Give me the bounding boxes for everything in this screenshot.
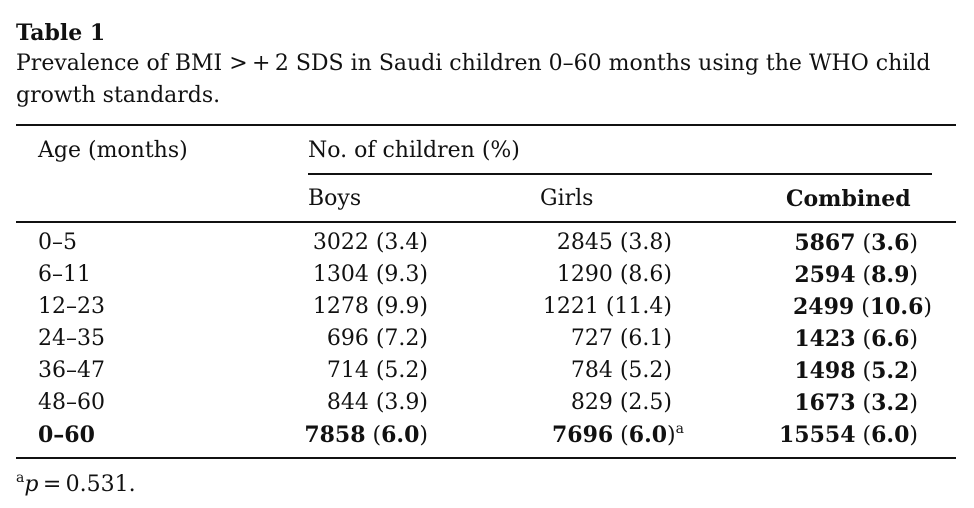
table-top-rule	[16, 124, 956, 126]
combined-count: 2594	[794, 262, 856, 288]
table-footnote: ap = 0.531.	[16, 470, 136, 500]
combined-percent: 8.9	[871, 262, 910, 288]
cell-boys: 696 (7.2)	[326, 326, 428, 351]
footnote-variable: p	[24, 472, 39, 497]
combined-total-count: 15554	[779, 422, 856, 448]
cell-combined: 2499 (10.6)	[793, 294, 932, 320]
table-container: Table 1 Prevalence of BMI > + 2 SDS in S…	[16, 18, 956, 497]
cell-combined: 1423 (6.6)	[794, 326, 918, 352]
cell-girls: 1290 (8.6)	[556, 262, 672, 287]
combined-percent: 10.6	[869, 294, 924, 320]
cell-combined-total: 15554 (6.0)	[779, 422, 918, 448]
cell-girls: 829 (2.5)	[570, 390, 672, 415]
header-girls: Girls	[540, 186, 594, 211]
cell-boys-total: 7858 (6.0)	[304, 422, 428, 448]
group-header-rule	[308, 173, 932, 175]
cell-girls: 2845 (3.8)	[556, 230, 672, 255]
cell-age: 0–5	[38, 230, 77, 255]
cell-combined: 1673 (3.2)	[794, 390, 918, 416]
combined-count: 2499	[793, 294, 855, 320]
combined-total-percent: 6.0	[871, 422, 910, 448]
girls-total-percent: 6.0	[628, 422, 668, 448]
cell-age: 12–23	[38, 294, 105, 319]
cell-boys: 1278 (9.9)	[312, 294, 428, 319]
header-combined: Combined	[786, 186, 911, 212]
combined-percent: 3.6	[871, 230, 910, 256]
cell-boys: 1304 (9.3)	[312, 262, 428, 287]
table-label: Table 1	[16, 20, 106, 46]
girls-total-count: 7696	[551, 422, 614, 448]
cell-girls-total: 7696 (6.0)a	[551, 421, 684, 448]
cell-age: 36–47	[38, 358, 105, 383]
cell-combined: 2594 (8.9)	[794, 262, 918, 288]
cell-combined: 1498 (5.2)	[794, 358, 918, 384]
cell-boys: 844 (3.9)	[326, 390, 428, 415]
header-group: No. of children (%)	[308, 138, 520, 163]
combined-count: 1673	[794, 390, 856, 416]
cell-girls: 784 (5.2)	[570, 358, 672, 383]
table-bottom-rule	[16, 457, 956, 459]
combined-percent: 5.2	[871, 358, 910, 384]
table-caption: Prevalence of BMI > + 2 SDS in Saudi chi…	[16, 51, 931, 108]
header-age: Age (months)	[38, 138, 188, 163]
cell-boys: 3022 (3.4)	[312, 230, 428, 255]
cell-combined: 5867 (3.6)	[794, 230, 918, 256]
cell-boys: 714 (5.2)	[326, 358, 428, 383]
header-boys: Boys	[308, 186, 362, 211]
footnote-marker: a	[16, 470, 25, 486]
combined-count: 1423	[794, 326, 856, 352]
combined-count: 5867	[794, 230, 856, 256]
boys-total-percent: 6.0	[381, 422, 420, 448]
cell-age: 48–60	[38, 390, 105, 415]
cell-age: 24–35	[38, 326, 105, 351]
cell-girls: 1221 (11.4)	[542, 294, 672, 319]
girls-total-footnote-marker: a	[675, 421, 684, 437]
boys-total-count: 7858	[304, 422, 366, 448]
combined-percent: 3.2	[871, 390, 910, 416]
cell-age-total: 0–60	[38, 422, 95, 448]
combined-percent: 6.6	[871, 326, 910, 352]
combined-count: 1498	[794, 358, 856, 384]
header-bottom-rule	[16, 221, 956, 223]
cell-age: 6–11	[38, 262, 91, 287]
cell-girls: 727 (6.1)	[570, 326, 672, 351]
footnote-text: = 0.531.	[38, 472, 136, 497]
